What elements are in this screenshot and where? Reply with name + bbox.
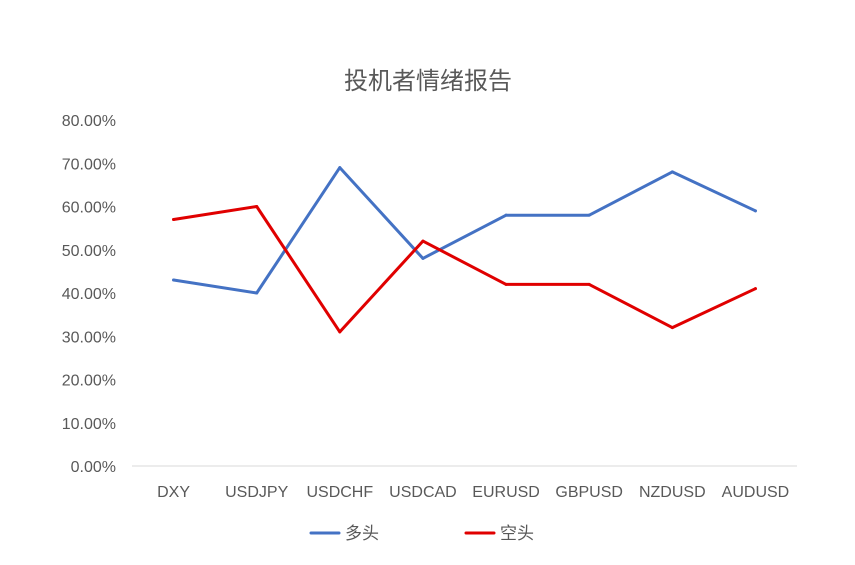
data-point (753, 209, 757, 213)
x-tick-label: USDJPY (225, 484, 288, 501)
legend-label: 空头 (500, 524, 534, 544)
x-tick-label: USDCHF (306, 484, 373, 501)
series-line-1 (172, 205, 757, 334)
data-point (172, 217, 176, 221)
legend-label: 多头 (345, 524, 379, 544)
series-layer (172, 166, 757, 334)
data-point (670, 326, 674, 330)
x-tick-label: GBPUSD (555, 484, 623, 501)
x-tick-label: EURUSD (472, 484, 540, 501)
legend-item: 多头 (309, 524, 379, 544)
x-tick-label: USDCAD (389, 484, 457, 501)
data-point (338, 330, 342, 334)
y-tick-label: 30.00% (62, 329, 116, 346)
y-tick-label: 0.00% (71, 459, 116, 476)
data-point (421, 239, 425, 243)
data-point (255, 291, 259, 295)
x-tick-label: AUDUSD (722, 484, 790, 501)
y-axis-ticks: 0.00% 10.00% 20.00% 30.00% 40.00% 50.00% 60.00… (62, 113, 116, 476)
y-tick-label: 60.00% (62, 200, 116, 217)
legend: 多头 空头 (309, 524, 534, 544)
data-point (504, 213, 508, 217)
data-point (670, 170, 674, 174)
y-tick-label: 80.00% (62, 113, 116, 130)
legend-item: 空头 (464, 524, 534, 544)
y-tick-label: 10.00% (62, 416, 116, 433)
x-tick-label: NZDUSD (639, 484, 706, 501)
y-tick-label: 50.00% (62, 243, 116, 260)
y-tick-label: 40.00% (62, 286, 116, 303)
data-point (587, 213, 591, 217)
x-axis-ticks: DXY USDJPY USDCHF USDCAD EURUSD GBPUSD NZDUSD A… (157, 484, 789, 501)
data-point (504, 282, 508, 286)
y-tick-label: 20.00% (62, 373, 116, 390)
x-tick-label: DXY (157, 484, 190, 501)
series-line-0 (172, 166, 757, 295)
data-point (753, 287, 757, 291)
chart-title: 投机者情绪报告 (344, 67, 512, 95)
data-point (255, 205, 259, 208)
data-point (172, 278, 176, 282)
data-point (338, 166, 342, 170)
data-point (421, 256, 425, 260)
y-tick-label: 70.00% (62, 156, 116, 173)
data-point (587, 282, 591, 286)
